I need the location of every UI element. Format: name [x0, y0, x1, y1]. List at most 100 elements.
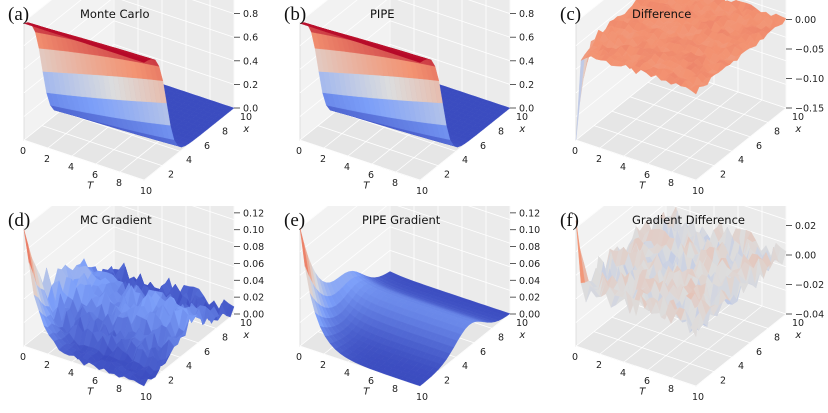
t-tick-label: 6	[368, 170, 374, 181]
z-tick-label: 0.2	[519, 80, 534, 91]
surface-cell	[690, 85, 701, 95]
t-tick-label: 0	[20, 146, 26, 157]
t-tick-label: 4	[344, 162, 350, 173]
t-tick-label: 6	[92, 170, 98, 181]
t-tick-label: 10	[416, 392, 428, 403]
z-tick-label: 0.00	[795, 15, 816, 26]
x-tick-label: 2	[168, 170, 174, 181]
t-axis-label: T	[87, 180, 94, 191]
panel-title: PIPE	[370, 7, 395, 21]
panel-gradient-difference: −0.04 −0.02 0.00 0.02 0.04 0 2 4 6 8 10 T 2 4 6 8 10 x (f…	[552, 206, 828, 412]
surface-plot: −0.15−0.10−0.050.000.050246810T246810x	[572, 0, 824, 197]
z-tick-label: 0.08	[243, 242, 264, 253]
x-tick-label: 4	[738, 155, 744, 166]
surface-cell	[690, 311, 701, 338]
t-tick-label: 10	[692, 392, 704, 403]
t-axis-label: T	[363, 180, 370, 191]
x-tick-label: 2	[720, 376, 726, 387]
z-tick-label: 0.02	[795, 221, 816, 232]
z-tick-label: −0.02	[795, 280, 824, 291]
panel-title: Monte Carlo	[80, 7, 150, 21]
t-tick-label: 6	[92, 376, 98, 387]
z-tick-label: −0.15	[795, 104, 824, 115]
x-tick-label: 4	[462, 155, 468, 166]
t-axis-label: T	[87, 386, 94, 397]
z-tick-label: 0.00	[795, 251, 816, 262]
z-tick-label: 0.10	[519, 225, 540, 236]
t-tick-label: 0	[572, 146, 578, 157]
t-tick-label: 2	[596, 154, 602, 165]
t-tick-label: 0	[572, 352, 578, 363]
panel-mc-gradient: 0.00 0.02 0.04 0.06 0.08 0.10 0.12 0.14 0 2 4 6 8 10 T…	[0, 206, 276, 412]
x-tick-label: 4	[186, 155, 192, 166]
z-tick-label: 0.08	[519, 242, 540, 253]
t-tick-label: 8	[668, 178, 674, 189]
z-tick-label: 0.0	[519, 104, 534, 115]
panel-letter: (d)	[8, 210, 31, 231]
t-tick-label: 10	[416, 186, 428, 197]
panel-title: PIPE Gradient	[362, 213, 441, 227]
surface	[299, 227, 511, 387]
z-tick-label: 0.0	[243, 104, 258, 115]
t-tick-label: 10	[140, 392, 152, 403]
t-tick-label: 0	[20, 352, 26, 363]
x-tick-label: 10	[792, 112, 804, 123]
surface	[23, 22, 235, 148]
t-tick-label: 4	[68, 368, 74, 379]
t-axis-label: T	[639, 180, 646, 191]
z-tick-label: 0.00	[243, 310, 264, 321]
x-tick-label: 10	[516, 112, 528, 123]
x-tick-label: 4	[462, 361, 468, 372]
surface-cell	[414, 380, 425, 387]
t-tick-label: 4	[620, 162, 626, 173]
t-axis-label: T	[363, 386, 370, 397]
x-tick-label: 6	[756, 347, 762, 358]
surface-cell	[414, 58, 425, 63]
x-tick-label: 2	[720, 170, 726, 181]
t-tick-label: 2	[320, 154, 326, 165]
z-tick-label: 0.4	[243, 56, 258, 67]
x-tick-label: 6	[756, 141, 762, 152]
x-tick-label: 8	[774, 332, 780, 343]
x-tick-label: 10	[240, 112, 252, 123]
x-tick-label: 2	[168, 376, 174, 387]
t-tick-label: 2	[596, 360, 602, 371]
x-tick-label: 8	[498, 332, 504, 343]
surface-cell	[138, 58, 149, 63]
surface	[299, 22, 511, 148]
t-tick-label: 6	[368, 376, 374, 387]
t-tick-label: 4	[620, 368, 626, 379]
x-tick-label: 6	[480, 141, 486, 152]
x-tick-label: 2	[444, 376, 450, 387]
x-tick-label: 10	[240, 318, 252, 329]
t-tick-label: 4	[68, 162, 74, 173]
surface-cell	[138, 378, 149, 387]
surface	[575, 0, 787, 141]
z-tick-label: 0.10	[243, 225, 264, 236]
z-tick-label: −0.10	[795, 74, 824, 85]
z-tick-label: −0.05	[795, 45, 824, 56]
z-tick-label: 0.8	[519, 9, 534, 20]
t-tick-label: 2	[44, 154, 50, 165]
panel-title: Difference	[632, 7, 692, 21]
x-tick-label: 4	[738, 361, 744, 372]
x-tick-label: 8	[498, 126, 504, 137]
surface-plot: 0.000.020.040.060.080.100.120.140246810T…	[20, 206, 264, 403]
panel-pipe-gradient: 0.00 0.02 0.04 0.06 0.08 0.10 0.12 0.14 0 2 4 6 8 10 T…	[276, 206, 552, 412]
z-tick-label: 0.02	[519, 293, 540, 304]
t-tick-label: 10	[140, 186, 152, 197]
t-tick-label: 2	[320, 360, 326, 371]
x-tick-label: 10	[516, 318, 528, 329]
z-tick-label: 0.04	[519, 276, 540, 287]
t-tick-label: 8	[392, 178, 398, 189]
t-tick-label: 4	[344, 368, 350, 379]
z-tick-label: 0.8	[243, 9, 258, 20]
surface	[23, 229, 235, 387]
x-tick-label: 8	[222, 332, 228, 343]
x-tick-label: 8	[774, 126, 780, 137]
x-axis-label: x	[794, 124, 801, 135]
